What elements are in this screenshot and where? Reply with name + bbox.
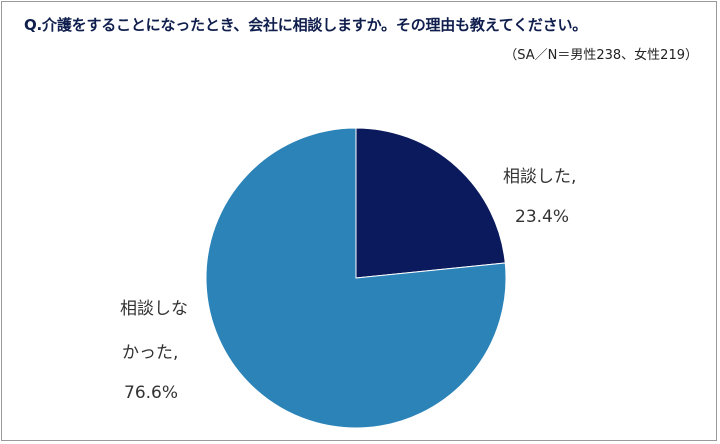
chart-subtitle: （SA／N＝男性238、女性219）	[504, 48, 698, 63]
slice-label-not-consulted-line2: かった,	[122, 343, 178, 363]
pie-slice-consulted	[355, 127, 506, 279]
slice-value-consulted: 23.4%	[515, 207, 569, 227]
slice-value-not-consulted: 76.6%	[124, 383, 178, 403]
pie-slice-not-consulted	[205, 127, 507, 429]
slice-label-consulted: 相談した,	[503, 167, 576, 187]
chart-title: Q.介護をすることになったとき、会社に相談しますか。その理由も教えてください。	[24, 16, 588, 34]
slice-label-not-consulted-line1: 相談しな	[120, 299, 188, 319]
